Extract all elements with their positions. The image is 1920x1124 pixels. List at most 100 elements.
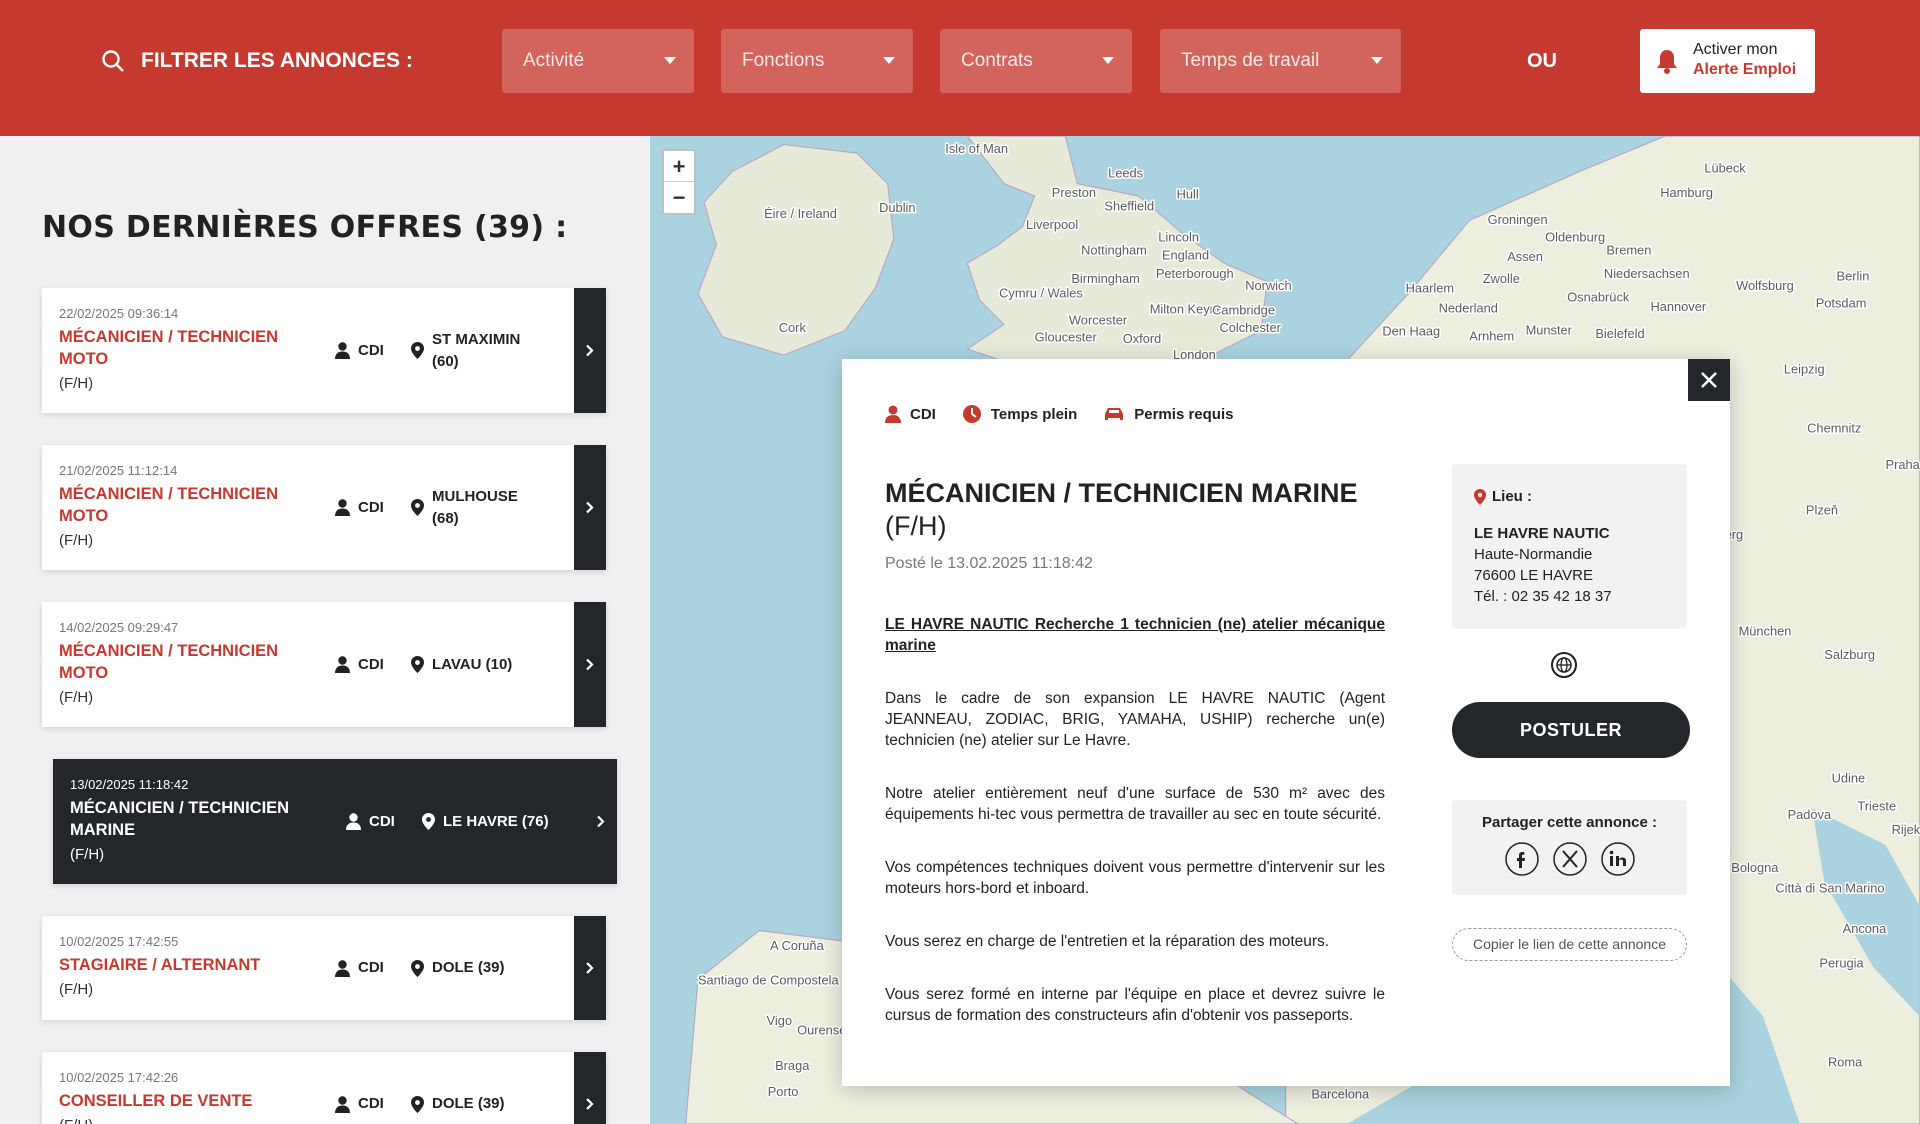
map-label: Birmingham — [1071, 271, 1140, 286]
copy-link[interactable]: Copier le lien de cette annonce — [1452, 928, 1687, 961]
offer-title: STAGIAIRE / ALTERNANT — [59, 956, 261, 974]
location-text: DOLE (39) — [432, 959, 505, 976]
offer-card[interactable]: 14/02/2025 09:29:47 MÉCANICIEN / TECHNICI… — [42, 602, 606, 727]
offer-date: 10/02/2025 17:42:55 — [59, 934, 179, 949]
tag-text: Temps plein — [990, 405, 1078, 423]
region: Haute-Normandie — [1474, 546, 1593, 563]
paragraph: Vos compétences techniques doivent vous … — [885, 859, 1385, 897]
map-label: Leeds — [1108, 166, 1143, 181]
offer-card[interactable]: 22/02/2025 09:36:14 MÉCANICIEN / TECHNICI… — [42, 288, 606, 413]
map-label: Norwich — [1245, 278, 1291, 293]
alert-line2: Alerte Emploi — [1693, 61, 1797, 78]
map-label: England — [1162, 248, 1209, 263]
chevron — [586, 344, 594, 357]
map-label: Porto — [768, 1084, 799, 1099]
offer-title: MÉCANICIEN / TECHNICIEN MOTO — [59, 485, 279, 525]
chevron — [586, 1098, 594, 1110]
map-label: Isle of Man — [945, 141, 1008, 156]
offer-date: 22/02/2025 09:36:14 — [59, 306, 179, 321]
offer-card[interactable]: 13/02/2025 11:18:42 MÉCANICIEN / TECHNICI… — [53, 759, 617, 884]
pin-icon — [411, 959, 424, 977]
offer-title: CONSEILLER DE VENTE — [59, 1092, 253, 1110]
facebook[interactable] — [1504, 842, 1539, 876]
map-label: Osnabrück — [1567, 289, 1630, 304]
map-label: Cymru / Wales — [999, 286, 1083, 301]
pin-icon — [411, 656, 424, 673]
map-label: Nederland — [1439, 300, 1498, 315]
filter-text: Fonctions — [742, 50, 825, 71]
contract-text: CDI — [358, 655, 384, 673]
close-button[interactable] — [1688, 359, 1730, 401]
offer-location: DOLE (39) — [411, 1093, 542, 1115]
map-label: Sheffield — [1104, 199, 1154, 214]
map-label: Cork — [779, 320, 807, 335]
or-label: OU — [1527, 50, 1557, 72]
map-label: Zwolle — [1483, 271, 1520, 286]
offer-contract: CDI — [335, 497, 384, 519]
offer-title: MÉCANICIEN / TECHNICIEN MARINE — [70, 799, 290, 839]
map-label: Udine — [1832, 770, 1866, 785]
offer-card[interactable]: 10/02/2025 17:42:26 CONSEILLER DE VENTE (F… — [42, 1052, 606, 1124]
offer-modal: CDI Temps plein Permis requis MÉCANICIEN… — [842, 359, 1730, 1086]
zoom-in[interactable]: + — [664, 151, 694, 182]
paragraph: Notre atelier entièrement neuf d'une sur… — [885, 785, 1385, 823]
person-icon — [335, 499, 350, 516]
filter-dropdown[interactable]: Temps de travail — [1160, 29, 1401, 93]
map-label: Salzburg — [1824, 647, 1875, 662]
website-icon[interactable] — [1550, 651, 1578, 679]
person-icon — [885, 405, 901, 423]
offer-contract: CDI — [335, 340, 384, 362]
offer-card[interactable]: 21/02/2025 11:12:14 MÉCANICIEN / TECHNICI… — [42, 445, 606, 570]
caret-shape — [664, 57, 676, 64]
map-label: Roma — [1828, 1054, 1863, 1069]
map-label: Munster — [1526, 322, 1573, 337]
map-label: A Coruña — [770, 938, 824, 953]
card-tab — [574, 916, 606, 1020]
map-label: Oldenburg — [1545, 229, 1605, 244]
offer-gender: (F/H) — [59, 981, 94, 998]
offer-date: 13/02/2025 11:18:42 — [70, 777, 189, 792]
share-box: Partager cette annonce : — [1452, 800, 1687, 895]
offer-gender: (F/H) — [59, 689, 94, 706]
zoom-control: + − — [662, 149, 696, 215]
map-label: Milton Keynes — [1150, 302, 1231, 317]
offer-location: ST MAXIMIN (60) — [411, 329, 542, 373]
offer-card[interactable]: 10/02/2025 17:42:55 STAGIAIRE / ALTERNANT… — [42, 916, 606, 1020]
map-label: Preston — [1052, 185, 1096, 200]
map-label: München — [1739, 624, 1792, 639]
linkedin[interactable] — [1600, 842, 1635, 876]
apply-button[interactable]: POSTULER — [1452, 702, 1690, 758]
filter-dropdown[interactable]: Activité — [502, 29, 694, 93]
x-twitter[interactable] — [1552, 842, 1587, 876]
map-label: Haarlem — [1406, 281, 1455, 296]
offer-title: MÉCANICIEN / TECHNICIEN MOTO — [59, 328, 279, 368]
company: LE HAVRE NAUTIC — [1474, 525, 1610, 542]
map-label: Hamburg — [1660, 185, 1713, 200]
card-tab — [585, 759, 617, 884]
alert-button[interactable]: Activer mon Alerte Emploi — [1640, 29, 1815, 93]
map-label: Bologna — [1731, 860, 1779, 875]
contract-text: CDI — [369, 812, 395, 830]
offer-gender: (F/H) — [59, 375, 94, 392]
map-label: Perugia — [1819, 955, 1864, 970]
filter-dropdown[interactable]: Fonctions — [721, 29, 913, 93]
map-label: Rijeka — [1892, 822, 1920, 837]
chevron — [597, 815, 605, 828]
map-label: Cambridge — [1212, 303, 1275, 318]
zoom-out[interactable]: − — [672, 185, 686, 210]
tag-text: Permis requis — [1134, 405, 1234, 423]
location-text: LAVAU (10) — [432, 655, 513, 673]
caret-shape — [1371, 57, 1383, 64]
filter-dropdown[interactable]: Contrats — [940, 29, 1132, 93]
card-tab — [574, 1052, 606, 1124]
search-icon — [102, 50, 124, 72]
offer-date: 21/02/2025 11:12:14 — [59, 463, 178, 478]
map-label: Leipzig — [1784, 362, 1825, 377]
pin-icon — [411, 342, 424, 359]
sea — [1812, 808, 1920, 1017]
offers-heading: NOS DERNIÈRES OFFRES (39) : — [42, 210, 568, 245]
map-label: Dublin — [879, 200, 915, 215]
person-icon — [335, 959, 350, 977]
